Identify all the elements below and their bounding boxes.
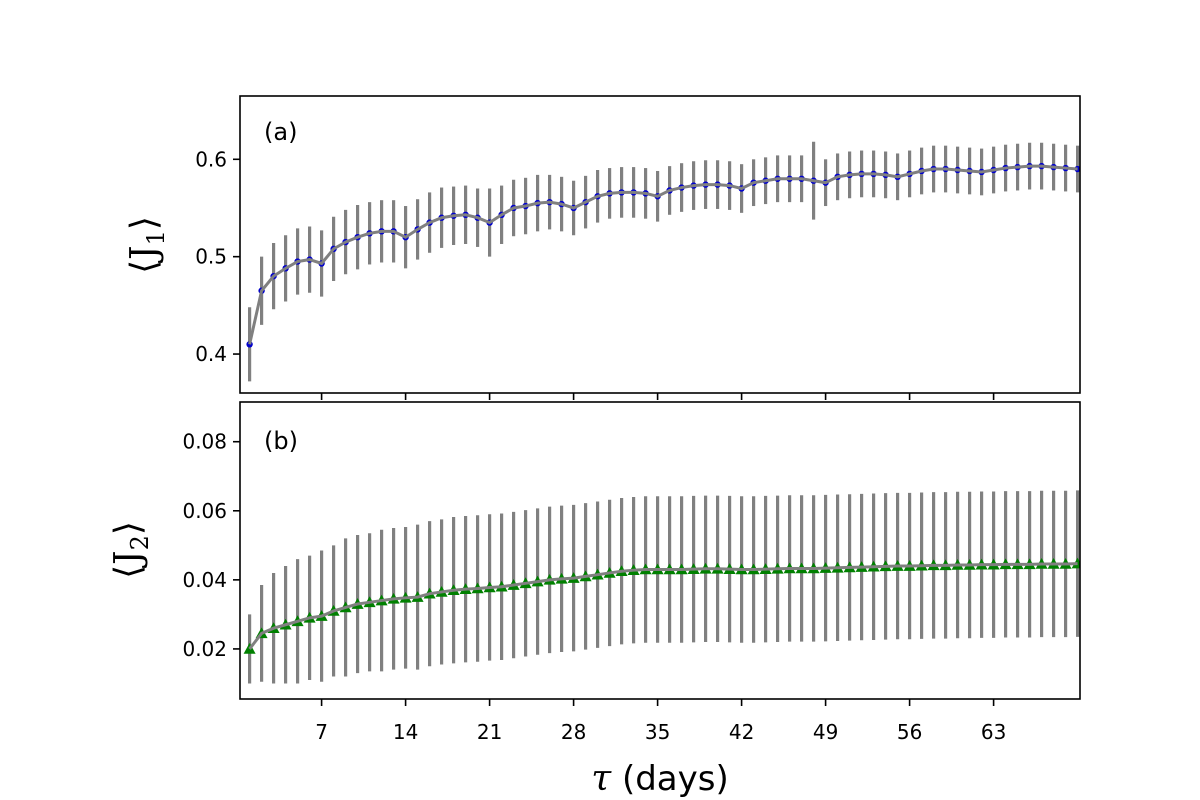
x-tick-label: 14: [393, 720, 418, 744]
x-tick-label: 7: [315, 720, 328, 744]
series-line-b: [248, 562, 1078, 650]
y-tick-label-b: 0.02: [182, 637, 227, 661]
x-axis-label: τ (days): [591, 758, 729, 799]
x-axis-label-text: (days): [611, 759, 729, 799]
series-group-b: [243, 490, 1080, 684]
series-group-a: [246, 141, 1080, 382]
x-axis-label-symbol: τ: [591, 758, 612, 799]
x-tick-label: 28: [561, 720, 586, 744]
y-ticks-a: 0.4 0.5 0.6: [195, 147, 240, 366]
panel-label-b: (b): [264, 427, 298, 455]
x-ticks: 7 14 21 28 35 42 49 56 63: [315, 393, 1006, 744]
y-ticks-b: 0.02 0.04 0.06 0.08: [182, 430, 240, 661]
plot-area-a: [246, 141, 1080, 382]
x-tick-label: 56: [897, 720, 922, 744]
x-tick-label: 21: [477, 720, 502, 744]
panel-label-a: (a): [264, 118, 297, 146]
y-axis-label-a-close: ⟩: [124, 216, 165, 230]
y-axis-label-a: ⟨J1⟩: [124, 216, 170, 274]
y-axis-label-a-sub: 1: [142, 230, 170, 245]
x-tick-label: 63: [981, 720, 1006, 744]
y-tick-label-a: 0.6: [195, 147, 227, 171]
panel-a: 0.4 0.5 0.6 (a) ⟨J1⟩: [124, 95, 1081, 394]
y-tick-label-a: 0.5: [195, 245, 227, 269]
axes-frame-a: [239, 95, 1081, 394]
y-axis-label-b-main: ⟨J: [108, 550, 149, 578]
axes-frame-b: [239, 401, 1081, 700]
y-tick-label-a: 0.4: [195, 342, 227, 366]
panel-b: 0.02 0.04 0.06 0.08 (b) ⟨J2⟩: [108, 401, 1081, 700]
series-line-a: [248, 164, 1078, 345]
x-tick-label: 42: [729, 720, 754, 744]
y-tick-label-b: 0.08: [182, 430, 227, 454]
y-axis-label-b-close: ⟩: [108, 521, 149, 535]
y-axis-label-b: ⟨J2⟩: [108, 521, 154, 579]
plot-area-b: [243, 490, 1080, 684]
x-tick-label: 49: [813, 720, 838, 744]
y-axis-label-b-sub: 2: [126, 535, 154, 550]
y-tick-label-b: 0.06: [182, 499, 227, 523]
y-axis-label-a-main: ⟨J: [124, 245, 165, 273]
y-tick-label-b: 0.04: [182, 568, 227, 592]
x-tick-label: 35: [645, 720, 670, 744]
